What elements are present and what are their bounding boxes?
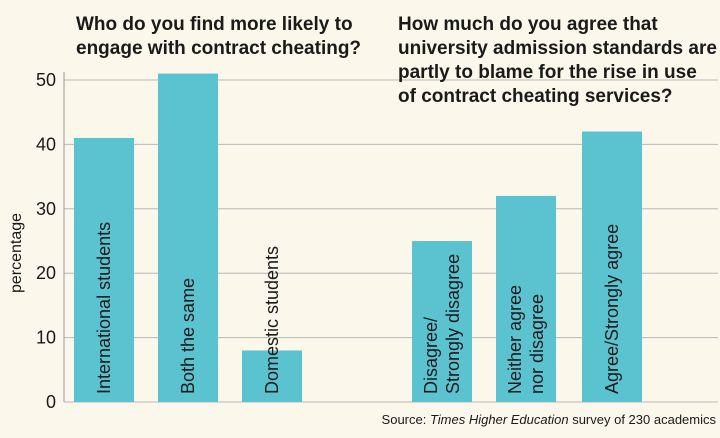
bar	[74, 137, 134, 402]
y-tick-label: 10	[36, 328, 56, 348]
source-note: Source: Times Higher Education survey of…	[382, 412, 717, 427]
bar-category-label: International students	[94, 222, 114, 394]
source-suffix: survey of 230 academics	[569, 412, 717, 427]
bars	[74, 73, 642, 402]
y-axis: 0 10 20 30 40 50 percentage	[8, 70, 65, 412]
question-title: How much do you agree that university adm…	[398, 14, 717, 107]
y-tick-label: 50	[36, 70, 56, 90]
y-tick-label: 20	[36, 263, 56, 283]
bar-labels: International students Both the same Domes…	[94, 222, 622, 394]
source-prefix: Source:	[382, 412, 430, 427]
bar	[158, 73, 218, 402]
bar-category-label: Neither agree nor disagree	[505, 285, 547, 394]
bar	[412, 241, 472, 402]
question-titles: Who do you find more likely to engage wit…	[76, 14, 717, 107]
question-title: Who do you find more likely to engage wit…	[76, 14, 361, 59]
y-tick-label: 0	[46, 392, 56, 412]
y-tick-label: 30	[36, 199, 56, 219]
bar	[242, 350, 302, 402]
source-publication: Times Higher Education	[430, 412, 569, 427]
bar-category-label: Disagree/Strongly disagree	[421, 254, 463, 394]
bar-category-label: Domestic students	[262, 246, 282, 394]
y-axis-title: percentage	[8, 213, 25, 293]
bar-category-label: Agree/Strongly agree	[602, 224, 622, 394]
bar	[496, 195, 556, 402]
bar-category-label: Both the same	[178, 278, 198, 394]
y-tick-label: 40	[36, 134, 56, 154]
bar	[582, 131, 642, 402]
